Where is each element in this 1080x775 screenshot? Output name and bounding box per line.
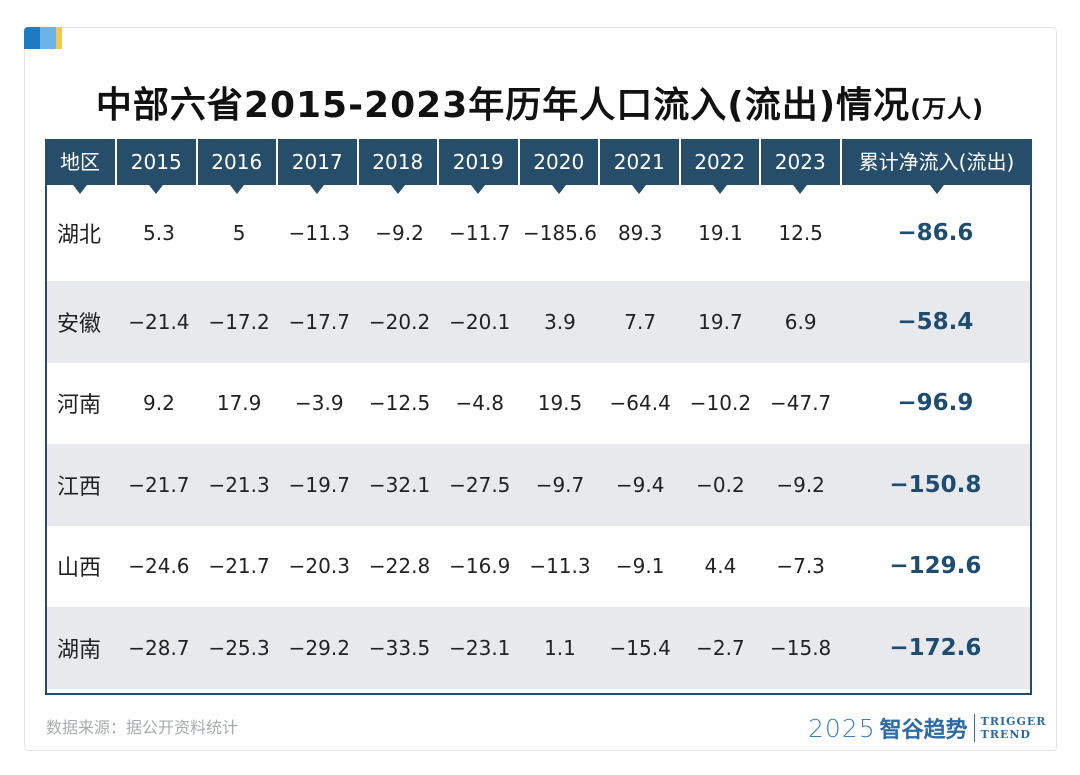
brand-en-line1: TRIGGER (980, 715, 1047, 728)
value-cell: −2.7 (696, 635, 745, 660)
value-cell: −28.7 (128, 635, 190, 660)
brand-logo: 2025 智谷趋势 TRIGGER TREND (808, 712, 1046, 744)
value-cell: 5.3 (142, 221, 175, 245)
value-cell: −7.3 (776, 554, 825, 579)
value-cell: −15.8 (769, 635, 832, 660)
value-cell: −20.2 (368, 309, 431, 334)
value-cell: 89.3 (617, 221, 663, 245)
table-row: 江西 −21.7 −21.3 −19.7 −32.1 −27.5 −9.7 −9… (47, 444, 1030, 526)
source-note: 数据来源：据公开资料统计 (46, 718, 239, 737)
value-cell: −33.5 (368, 635, 431, 660)
header-cell-2015: 2015 (117, 139, 198, 194)
header-cell-2019: 2019 (439, 139, 520, 194)
brand-english: TRIGGER TREND (981, 715, 1047, 741)
total-cell: −96.9 (897, 390, 974, 417)
brand-en-line2: TREND (980, 728, 1031, 741)
region-cell: 江西 (57, 474, 102, 500)
table-row: 湖北 5.3 5 −11.3 −9.2 −11.7 −185.6 89.3 19… (47, 185, 1030, 281)
value-cell: −22.8 (368, 554, 431, 579)
value-cell: −3.9 (295, 391, 344, 416)
value-cell: −20.3 (288, 554, 350, 579)
table-header: 地区 2015 2016 2017 2018 2019 2020 2021 20… (45, 139, 1032, 194)
region-cell: 湖南 (57, 637, 102, 663)
brand-name: 智谷趋势 (879, 718, 968, 743)
value-cell: −24.6 (128, 554, 190, 579)
value-cell: −21.4 (128, 309, 190, 334)
table-row: 安徽 −21.4 −17.2 −17.7 −20.2 −20.1 3.9 7.7… (47, 281, 1030, 363)
value-cell: 7.7 (624, 309, 657, 334)
value-cell: −10.2 (689, 391, 752, 416)
region-cell: 河南 (57, 393, 102, 419)
value-cell: −9.7 (535, 472, 585, 497)
value-cell: −17.7 (288, 309, 350, 334)
value-cell: −20.1 (449, 309, 511, 334)
value-cell: −0.2 (696, 472, 745, 497)
header-cell-2022: 2022 (681, 139, 761, 194)
table-row: 山西 −24.6 −21.7 −20.3 −22.8 −16.9 −11.3 −… (47, 526, 1030, 608)
value-cell: −9.4 (615, 472, 665, 497)
value-cell: −21.7 (208, 554, 270, 579)
page-title: 中部六省2015-2023年历年人口流入(流出)情况(万人) (0, 76, 1080, 128)
header-cell-total: 累计净流入(流出) (842, 139, 1032, 194)
value-cell: −32.1 (368, 472, 431, 497)
brand-divider (973, 714, 975, 742)
value-cell: −21.3 (208, 472, 270, 497)
value-cell: −12.5 (368, 391, 431, 416)
value-cell: 4.4 (704, 554, 737, 579)
value-cell: −47.7 (769, 391, 832, 416)
value-cell: 6.9 (784, 309, 817, 334)
value-cell: 1.1 (544, 635, 576, 660)
table-row: 河南 9.2 17.9 −3.9 −12.5 −4.8 19.5 −64.4 −… (47, 363, 1030, 445)
region-cell: 安徽 (57, 311, 102, 337)
header-cell-2021: 2021 (600, 139, 681, 194)
value-cell: 17.9 (216, 391, 262, 416)
table-body: 湖北 5.3 5 −11.3 −9.2 −11.7 −185.6 89.3 19… (45, 185, 1032, 695)
value-cell: −11.7 (449, 221, 511, 245)
region-cell: 湖北 (57, 223, 102, 248)
value-cell: −15.4 (609, 635, 671, 660)
value-cell: 19.1 (698, 221, 743, 245)
value-cell: 19.7 (698, 309, 743, 334)
value-cell: −185.6 (522, 221, 597, 245)
total-cell: −150.8 (889, 471, 982, 498)
header-cell-2018: 2018 (359, 139, 439, 194)
table-row: 湖南 −28.7 −25.3 −29.2 −33.5 −23.1 1.1 −15… (47, 607, 1030, 689)
value-cell: −9.2 (776, 472, 825, 497)
total-cell: −58.4 (897, 308, 974, 335)
title-unit: (万人) (910, 95, 985, 123)
data-table: 地区 2015 2016 2017 2018 2019 2020 2021 20… (45, 139, 1032, 695)
value-cell: 19.5 (537, 391, 583, 416)
value-cell: −23.1 (449, 635, 511, 660)
value-cell: −9.1 (615, 554, 665, 579)
value-cell: −64.4 (609, 391, 671, 416)
header-cell-2017: 2017 (278, 139, 359, 194)
value-cell: 3.9 (544, 309, 576, 334)
header-cell-2016: 2016 (198, 139, 278, 194)
total-cell: −172.6 (889, 634, 982, 661)
total-cell: −129.6 (889, 553, 982, 580)
region-cell: 山西 (57, 556, 102, 582)
total-cell: −86.6 (897, 220, 974, 246)
value-cell: −11.3 (288, 221, 350, 245)
header-cell-2023: 2023 (761, 139, 842, 194)
value-cell: −19.7 (288, 472, 350, 497)
value-cell: −25.3 (208, 635, 270, 660)
value-cell: −4.8 (455, 391, 505, 416)
value-cell: −21.7 (128, 472, 190, 497)
value-cell: −17.2 (208, 309, 270, 334)
value-cell: −11.3 (529, 554, 591, 579)
value-cell: −9.2 (375, 221, 424, 245)
value-cell: −16.9 (449, 554, 511, 579)
header-cell-region: 地区 (45, 139, 117, 194)
header-cell-2020: 2020 (520, 139, 600, 194)
title-text: 中部六省2015-2023年历年人口流入(流出)情况 (95, 85, 911, 126)
value-cell: 9.2 (142, 391, 175, 416)
brand-year: 2025 (808, 713, 876, 743)
value-cell: −27.5 (449, 472, 511, 497)
value-cell: 12.5 (778, 221, 823, 245)
value-cell: −29.2 (288, 635, 350, 660)
corner-decoration (24, 27, 62, 49)
value-cell: 5 (232, 221, 246, 245)
